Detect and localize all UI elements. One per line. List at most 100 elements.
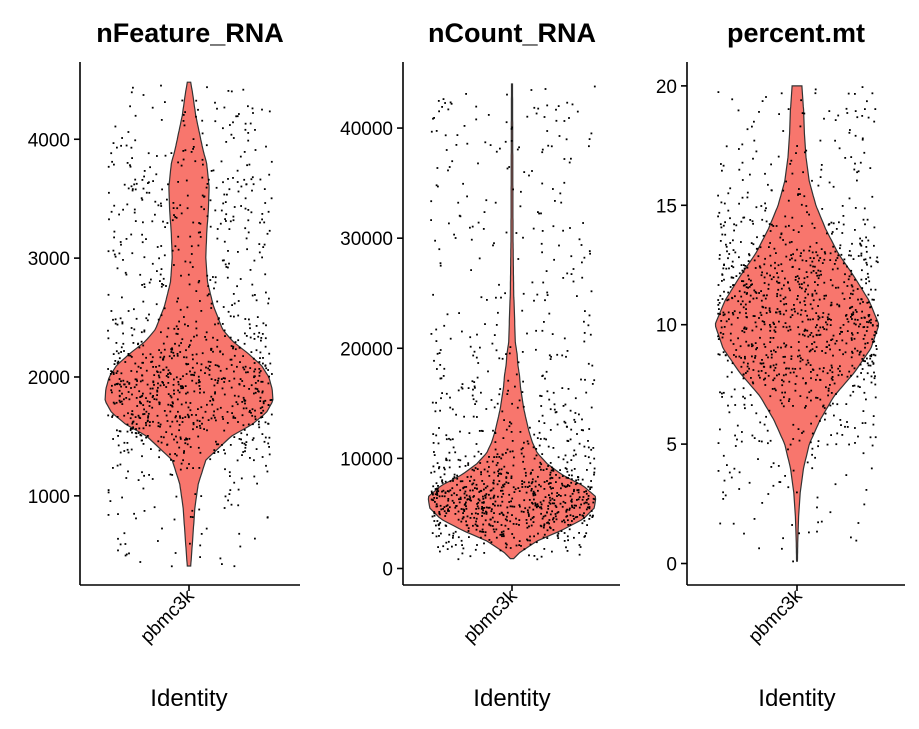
jitter-point [449,407,451,409]
jitter-point [456,494,458,496]
jitter-point [489,507,491,509]
jitter-point [198,447,200,449]
jitter-point [476,416,478,418]
jitter-point [760,312,762,314]
jitter-point [806,271,808,273]
jitter-point [739,312,741,314]
jitter-point [804,151,806,153]
jitter-point [773,462,775,464]
jitter-point [521,486,523,488]
jitter-point [770,366,772,368]
jitter-point [868,280,870,282]
jitter-point [553,447,555,449]
jitter-point [256,448,258,450]
jitter-point [731,98,733,100]
x-category-label: pbmc3k [137,585,199,647]
jitter-point [158,422,160,424]
jitter-point [195,321,197,323]
jitter-point [523,481,525,483]
jitter-point [465,455,467,457]
jitter-point [861,358,863,360]
y-tick-label: 10 [656,316,677,337]
jitter-point [227,250,229,252]
jitter-point [754,437,756,439]
jitter-point [214,379,216,381]
jitter-point [719,313,721,315]
jitter-point [131,423,133,425]
jitter-point [859,323,861,325]
jitter-point [247,140,249,142]
jitter-point [729,472,731,474]
jitter-point [472,380,474,382]
jitter-point [867,342,869,344]
jitter-point [437,462,439,464]
jitter-point [524,468,526,470]
jitter-point [864,317,866,319]
jitter-point [849,307,851,309]
jitter-point [442,508,444,510]
jitter-point [759,377,761,379]
jitter-point [771,189,773,191]
jitter-point [855,309,857,311]
jitter-point [838,221,840,223]
jitter-point [718,442,720,444]
jitter-point [850,316,852,318]
jitter-point [169,426,171,428]
jitter-point [782,190,784,192]
jitter-point [108,514,110,516]
jitter-point [260,370,262,372]
jitter-point [196,353,198,355]
jitter-point [564,158,566,160]
jitter-point [738,488,740,490]
jitter-point [268,446,270,448]
x-category-label: pbmc3k [745,585,807,647]
jitter-point [802,171,804,173]
jitter-point [157,440,159,442]
jitter-point [116,350,118,352]
jitter-point [557,424,559,426]
jitter-point [592,515,594,517]
jitter-point [216,301,218,303]
jitter-point [268,211,270,213]
jitter-point [746,316,748,318]
jitter-point [739,471,741,473]
jitter-point [831,233,833,235]
jitter-point [144,413,146,415]
jitter-point [544,422,546,424]
jitter-point [253,371,255,373]
jitter-point [769,395,771,397]
jitter-point [132,426,134,428]
jitter-point [540,525,542,527]
jitter-point [457,134,459,136]
jitter-point [817,270,819,272]
jitter-point [479,531,481,533]
jitter-point [459,502,461,504]
jitter-point [512,189,514,191]
jitter-point [110,500,112,502]
jitter-point [861,269,863,271]
jitter-point [198,245,200,247]
jitter-point [523,293,525,295]
jitter-point [180,378,182,380]
jitter-point [851,332,853,334]
jitter-point [809,351,811,353]
jitter-point [876,348,878,350]
jitter-point [227,500,229,502]
jitter-point [225,213,227,215]
jitter-point [485,495,487,497]
jitter-point [588,428,590,430]
jitter-point [146,192,148,194]
jitter-point [810,377,812,379]
jitter-point [780,300,782,302]
jitter-point [831,392,833,394]
jitter-point [851,318,853,320]
jitter-point [532,478,534,480]
jitter-point [762,306,764,308]
jitter-point [177,390,179,392]
jitter-point [116,372,118,374]
jitter-point [487,371,489,373]
jitter-point [862,422,864,424]
jitter-point [134,386,136,388]
jitter-point [488,494,490,496]
jitter-point [753,298,755,300]
